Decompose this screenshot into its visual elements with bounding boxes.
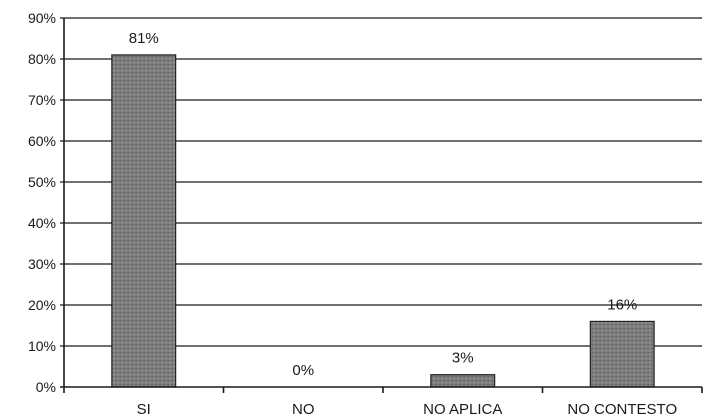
data-label: 3% bbox=[452, 350, 474, 367]
y-tick-label: 30% bbox=[28, 256, 56, 272]
y-tick-label: 70% bbox=[28, 92, 56, 108]
x-axis-tick-labels: SI NO NO APLICA NO CONTESTO bbox=[137, 401, 677, 418]
y-tick-label: 60% bbox=[28, 133, 56, 149]
bars bbox=[111, 54, 655, 388]
value-labels: 81% 0% 3% 16% bbox=[129, 30, 638, 379]
x-tick-label: NO APLICA bbox=[423, 401, 502, 418]
y-tick-label: 10% bbox=[28, 338, 56, 354]
x-tick-label: NO bbox=[292, 401, 315, 418]
y-tick-label: 50% bbox=[28, 174, 56, 190]
x-tick-label: NO CONTESTO bbox=[567, 401, 677, 418]
data-label: 81% bbox=[129, 30, 159, 47]
y-axis-tick-labels: 0% 10% 20% 30% 40% 50% 60% 70% 80% 90% bbox=[28, 10, 56, 395]
bar-3 bbox=[589, 320, 655, 388]
bar-2 bbox=[430, 374, 496, 388]
bar-0 bbox=[111, 54, 177, 388]
y-tick-label: 20% bbox=[28, 297, 56, 313]
y-tick-label: 80% bbox=[28, 51, 56, 67]
y-tick-label: 40% bbox=[28, 215, 56, 231]
data-label: 0% bbox=[292, 362, 314, 379]
y-tick-label: 0% bbox=[36, 379, 56, 395]
y-tick-label: 90% bbox=[28, 10, 56, 26]
axes bbox=[60, 18, 703, 393]
x-tick-label: SI bbox=[137, 401, 151, 418]
data-label: 16% bbox=[607, 296, 637, 313]
